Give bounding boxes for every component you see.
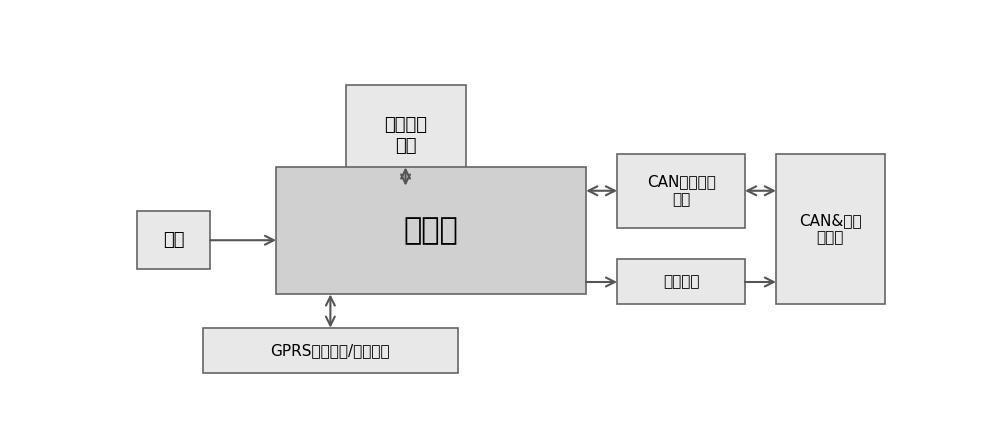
Text: CAN&电源
线接口: CAN&电源 线接口 bbox=[799, 213, 862, 245]
Text: 电源: 电源 bbox=[163, 231, 184, 249]
Text: 电源开关: 电源开关 bbox=[663, 274, 699, 289]
Bar bbox=[776, 154, 885, 304]
Bar bbox=[617, 259, 745, 304]
Text: 单片机: 单片机 bbox=[404, 217, 458, 245]
Text: GPRS数据接收/发送单元: GPRS数据接收/发送单元 bbox=[271, 343, 390, 358]
Bar bbox=[137, 211, 210, 269]
Text: 数据储存
单元: 数据储存 单元 bbox=[384, 116, 427, 155]
Text: CAN总线通信
单元: CAN总线通信 单元 bbox=[647, 174, 716, 207]
Bar bbox=[276, 168, 586, 294]
Bar bbox=[617, 154, 745, 227]
Bar bbox=[202, 328, 458, 373]
Bar bbox=[346, 85, 466, 186]
